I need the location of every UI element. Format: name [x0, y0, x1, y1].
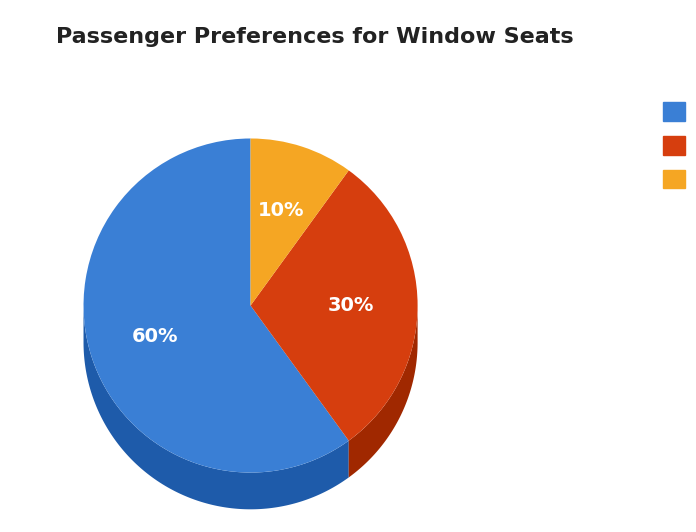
- Text: 30%: 30%: [328, 296, 374, 315]
- Polygon shape: [349, 306, 418, 477]
- Wedge shape: [251, 170, 418, 440]
- Polygon shape: [84, 305, 349, 509]
- Wedge shape: [84, 138, 349, 472]
- Text: 10%: 10%: [258, 201, 305, 220]
- Text: Passenger Preferences for Window Seats: Passenger Preferences for Window Seats: [56, 27, 574, 47]
- Legend: Front, Middle, Back: Front, Middle, Back: [654, 93, 696, 198]
- Wedge shape: [251, 138, 349, 305]
- Text: 60%: 60%: [132, 327, 178, 346]
